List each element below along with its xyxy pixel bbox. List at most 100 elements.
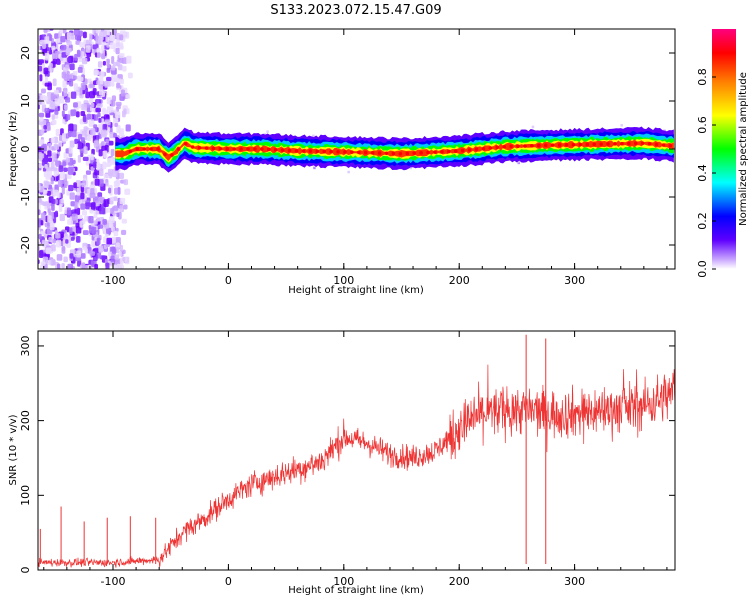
noise-blob xyxy=(95,29,101,34)
noise-blob xyxy=(63,167,69,172)
noise-blob xyxy=(65,48,71,56)
noise-blob xyxy=(51,45,56,51)
noise-blob xyxy=(43,189,48,194)
noise-blob xyxy=(66,32,72,41)
ridge-peak xyxy=(426,150,430,155)
noise-blob xyxy=(51,167,58,172)
snr-ytick-label: 0 xyxy=(19,567,32,574)
colorbar-tick-label: 0.6 xyxy=(696,116,709,134)
noise-blob xyxy=(73,102,78,108)
ridge-peak xyxy=(246,147,250,151)
noise-blob xyxy=(120,89,125,97)
noise-blob xyxy=(38,250,44,259)
noise-blob xyxy=(75,111,80,118)
noise-blob xyxy=(77,141,82,150)
ridge-peak xyxy=(606,142,610,146)
ridge-peak xyxy=(668,143,673,148)
noise-blob xyxy=(116,263,121,269)
noise-blob xyxy=(49,34,53,42)
ridge-peak xyxy=(294,149,299,153)
ridge-peak xyxy=(647,141,652,146)
ridge-peak xyxy=(530,143,534,148)
ridge-peak xyxy=(322,149,326,154)
snr-ytick-label: 300 xyxy=(19,335,32,356)
noise-blob xyxy=(73,29,80,36)
noise-blob xyxy=(101,141,105,147)
noise-blob xyxy=(99,168,104,177)
spec-xtick-label: 300 xyxy=(564,274,585,287)
noise-blob xyxy=(58,165,64,173)
ridge-peak xyxy=(661,143,666,147)
noise-blob xyxy=(104,182,109,187)
ridge-peak xyxy=(301,149,306,153)
ridge-peak xyxy=(509,144,513,149)
noise-blob xyxy=(114,122,118,127)
noise-blob xyxy=(108,140,114,146)
noise-blob xyxy=(69,227,73,235)
ridge-peak xyxy=(239,147,243,151)
noise-blob xyxy=(98,197,105,204)
noise-blob xyxy=(111,248,117,254)
noise-blob xyxy=(40,230,46,235)
ridge-peak xyxy=(620,141,624,146)
ridge-peak xyxy=(599,142,603,146)
noise-blob xyxy=(110,207,114,215)
noise-blob xyxy=(76,236,81,243)
noise-blob xyxy=(64,104,68,111)
noise-blob xyxy=(115,101,122,107)
scatter-dot xyxy=(266,130,269,133)
noise-blob xyxy=(106,58,110,64)
ridge-peak xyxy=(183,141,188,146)
noise-blob xyxy=(53,89,59,95)
noise-blob xyxy=(55,128,60,137)
noise-blob xyxy=(122,256,126,262)
noise-blob xyxy=(112,61,119,67)
colorbar-label: Normalized spectral amplitude xyxy=(738,72,749,226)
snr-xtick-label: 0 xyxy=(225,575,232,588)
ridge-peak xyxy=(550,143,555,147)
snr-xtick-label: 300 xyxy=(564,575,585,588)
noise-blob xyxy=(58,95,65,104)
noise-blob xyxy=(47,208,51,213)
noise-blob xyxy=(111,56,115,64)
noise-blob xyxy=(44,76,49,83)
noise-blob xyxy=(72,71,78,76)
noise-blob xyxy=(81,210,88,216)
ridge-peak xyxy=(336,149,340,154)
noise-blob xyxy=(53,143,58,148)
ridge-peak xyxy=(211,146,216,151)
noise-blob xyxy=(58,203,63,212)
ridge-peak xyxy=(377,151,382,155)
noise-blob xyxy=(84,247,88,254)
noise-blob xyxy=(86,135,92,142)
noise-blob xyxy=(89,91,96,99)
noise-blob xyxy=(113,230,119,237)
noise-blob xyxy=(88,33,93,41)
noise-blob xyxy=(98,224,104,229)
noise-blob xyxy=(62,29,67,34)
ridge-peak xyxy=(343,150,347,154)
noise-blob xyxy=(44,52,50,61)
spectrogram-xlabel: Height of straight line (km) xyxy=(288,285,424,296)
noise-blob xyxy=(123,204,128,210)
noise-blob xyxy=(52,238,56,244)
noise-blob xyxy=(61,186,65,195)
noise-blob xyxy=(113,109,117,114)
noise-blob xyxy=(102,41,107,47)
noise-blob xyxy=(110,99,116,107)
noise-blob xyxy=(86,113,92,120)
ridge-peak xyxy=(543,143,548,148)
noise-blob xyxy=(49,62,53,68)
noise-blob xyxy=(81,262,86,269)
noise-blob xyxy=(48,237,53,243)
spec-ytick-label: 0 xyxy=(19,146,32,153)
noise-blob xyxy=(77,260,82,267)
ridge-peak xyxy=(363,150,368,155)
noise-blob xyxy=(123,108,127,115)
noise-blob xyxy=(100,29,105,32)
snr-xtick-label: 200 xyxy=(449,575,470,588)
noise-blob xyxy=(54,210,58,216)
ridge-peak xyxy=(585,142,590,147)
noise-blob xyxy=(96,237,101,246)
ridge-peak xyxy=(176,147,181,151)
